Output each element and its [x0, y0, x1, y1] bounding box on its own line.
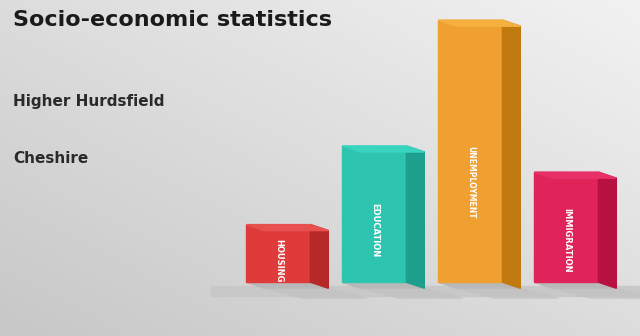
Text: EDUCATION: EDUCATION: [370, 203, 379, 258]
Polygon shape: [534, 172, 616, 178]
Polygon shape: [534, 282, 616, 288]
Polygon shape: [246, 224, 328, 230]
Polygon shape: [342, 146, 424, 152]
Text: Cheshire: Cheshire: [13, 151, 88, 166]
Polygon shape: [342, 282, 424, 288]
Polygon shape: [264, 288, 367, 298]
Polygon shape: [342, 146, 406, 282]
Polygon shape: [211, 286, 640, 296]
Polygon shape: [502, 20, 520, 288]
Polygon shape: [534, 172, 598, 282]
Polygon shape: [552, 288, 640, 298]
Polygon shape: [438, 20, 520, 26]
Polygon shape: [360, 288, 463, 298]
Polygon shape: [246, 282, 328, 288]
Text: Socio-economic statistics: Socio-economic statistics: [13, 10, 332, 30]
Polygon shape: [598, 172, 616, 288]
Text: Higher Hurdsfield: Higher Hurdsfield: [13, 94, 164, 109]
Text: HOUSING: HOUSING: [274, 239, 283, 282]
Polygon shape: [456, 288, 559, 298]
Text: IMMIGRATION: IMMIGRATION: [562, 208, 571, 273]
Text: UNEMPLOYMENT: UNEMPLOYMENT: [466, 146, 475, 219]
Polygon shape: [406, 146, 424, 288]
Polygon shape: [438, 20, 502, 282]
Polygon shape: [310, 224, 328, 288]
Polygon shape: [246, 224, 310, 282]
Polygon shape: [438, 282, 520, 288]
